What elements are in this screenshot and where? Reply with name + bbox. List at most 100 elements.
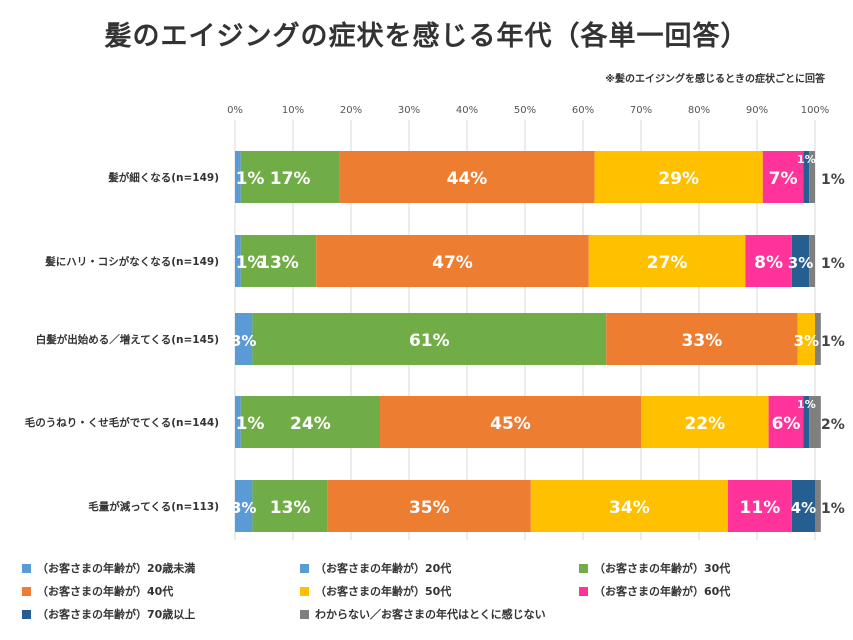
bar-segment: [815, 480, 821, 532]
data-label-outside: 1%: [821, 501, 845, 517]
bar-segment: [588, 235, 746, 287]
bar-segment: [235, 313, 253, 365]
data-label: 3%: [788, 254, 813, 272]
data-label: 1%: [236, 253, 265, 273]
x-tick-label: 40%: [456, 105, 478, 116]
data-label: 17%: [270, 169, 311, 189]
legend-item: （お客さまの年齢が）50代: [300, 583, 451, 599]
x-tick-label: 20%: [340, 105, 362, 116]
legend-label: （お客さまの年齢が）30代: [594, 562, 731, 575]
bar-segment: [791, 480, 815, 532]
legend-swatch: [579, 563, 588, 573]
legend-label: （お客さまの年齢が）20代: [315, 562, 452, 575]
bar-segment: [728, 480, 792, 532]
legend-item: （お客さまの年齢が）40代: [22, 583, 173, 599]
data-label: 6%: [772, 414, 801, 434]
data-label: 22%: [684, 414, 725, 434]
x-tick-label: 60%: [572, 105, 594, 116]
data-label: 13%: [258, 253, 299, 273]
bar-segment: [797, 313, 815, 365]
legend-swatch: [22, 586, 31, 596]
bar-segment: [641, 396, 769, 448]
bar-segment: [235, 151, 241, 203]
bar-segment: [252, 313, 607, 365]
chart-title: 髪のエイジングの症状を感じる年代（各単一回答）: [104, 21, 749, 52]
x-tick-label: 10%: [282, 105, 304, 116]
data-label: 27%: [647, 253, 688, 273]
stacked-bar-chart: 0% 10% 20% 30% 40% 50% 60% 70% 80% 90% 100% 髪が細くなる(…: [25, 105, 845, 540]
x-tick-label: 70%: [630, 105, 652, 116]
data-label: 3%: [231, 332, 256, 350]
x-tick-label: 90%: [746, 105, 768, 116]
bar-segment: [252, 480, 328, 532]
legend-item: （お客さまの年齢が）60代: [579, 583, 730, 599]
legend-item: （お客さまの年齢が）20歳未満: [22, 560, 195, 576]
data-label-outside: 1%: [821, 172, 845, 188]
bar-segment: [327, 480, 531, 532]
bar-segment: [809, 235, 815, 287]
bar-segment: [530, 480, 728, 532]
bar-segment: [316, 235, 589, 287]
data-label: 4%: [791, 499, 816, 517]
data-label: 29%: [658, 169, 699, 189]
bar-segment: [235, 235, 241, 287]
data-label: 33%: [682, 331, 723, 351]
bar-segment: [594, 151, 763, 203]
data-label: 1%: [236, 169, 265, 189]
legend-label: （お客さまの年齢が）70歳以上: [37, 608, 196, 621]
legend-label: （お客さまの年齢が）50代: [315, 585, 452, 598]
bar-segment: [606, 313, 798, 365]
bar-segment: [809, 396, 821, 448]
bar-segment: [339, 151, 595, 203]
data-label-outside: 1%: [821, 334, 845, 350]
legend-label: わからない／お客さまの年代はとくに感じない: [315, 608, 546, 621]
category-label: 毛のうねり・くせ毛がでてくる(n=144): [25, 416, 219, 429]
bar-segment: [745, 235, 792, 287]
data-label: 47%: [432, 253, 473, 273]
category-label: 髪にハリ・コシがなくなる(n=149): [44, 255, 219, 268]
data-label: 45%: [490, 414, 531, 434]
bar-segment: [235, 480, 253, 532]
category-label: 毛量が減ってくる(n=113): [88, 500, 219, 513]
x-tick-label: 0%: [227, 105, 243, 116]
bar-segment: [240, 151, 340, 203]
x-tick-label: 100%: [801, 105, 830, 116]
bar-segment: [809, 151, 815, 203]
bar-segment: [235, 396, 241, 448]
legend-label: （お客さまの年齢が）20歳未満: [37, 562, 196, 575]
data-label: 13%: [270, 498, 311, 518]
data-label: 1%: [797, 398, 816, 411]
bar-segment: [803, 396, 810, 448]
legend-swatch: [579, 586, 588, 596]
bar-segment: [791, 235, 810, 287]
bar-segment: [240, 235, 317, 287]
x-tick-label: 50%: [514, 105, 536, 116]
data-label: 34%: [609, 498, 650, 518]
legend-swatch: [300, 609, 309, 619]
bar-segment: [762, 151, 804, 203]
legend-swatch: [300, 586, 309, 596]
data-label: 24%: [290, 414, 331, 434]
data-label-outside: 1%: [821, 256, 845, 272]
category-label: 髪が細くなる(n=149): [107, 171, 219, 184]
data-label: 7%: [769, 169, 798, 189]
legend-label: （お客さまの年齢が）60代: [594, 585, 731, 598]
x-tick-label: 30%: [398, 105, 420, 116]
legend-item: （お客さまの年齢が）30代: [579, 560, 730, 576]
bar-segment: [815, 313, 821, 365]
x-tick-label: 80%: [688, 105, 710, 116]
data-label: 3%: [794, 332, 819, 350]
data-label: 1%: [236, 414, 265, 434]
data-label: 8%: [754, 253, 783, 273]
category-label: 白髪が出始める／増えてくる(n=145): [36, 333, 219, 346]
bar-segment: [240, 396, 380, 448]
legend-swatch: [22, 609, 31, 619]
bar-segment: [380, 396, 641, 448]
data-label: 3%: [231, 499, 256, 517]
chart-note: ※髪のエイジングを感じるときの症状ごとに回答: [605, 74, 825, 85]
legend-item: （お客さまの年齢が）20代: [300, 560, 451, 576]
legend-item: わからない／お客さまの年代はとくに感じない: [300, 606, 546, 622]
data-label-outside: 2%: [821, 417, 845, 433]
legend-swatch: [22, 563, 31, 573]
bar-segment: [803, 151, 810, 203]
